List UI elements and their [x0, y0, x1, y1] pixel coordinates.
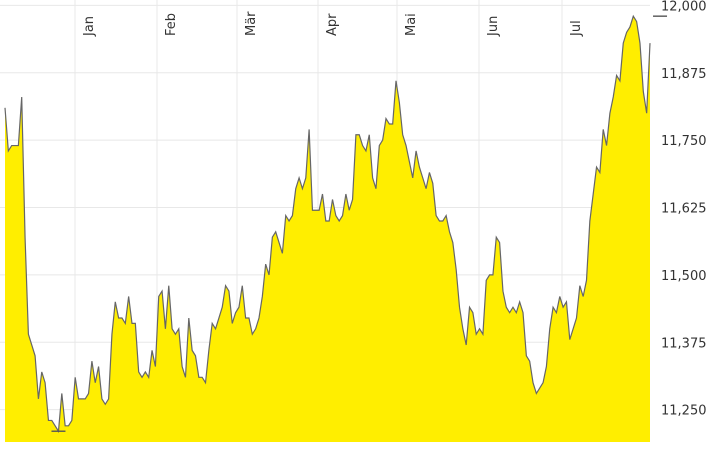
- x-tick-label: Apr: [325, 13, 340, 36]
- x-tick-label: Mär: [244, 11, 259, 36]
- x-tick-label: Jun: [486, 16, 501, 37]
- y-tick-label: 11,500: [661, 269, 707, 284]
- series-line: [4, 14, 651, 434]
- y-tick-label: 12,000: [661, 0, 707, 14]
- x-tick-label: Jan: [82, 16, 97, 37]
- series-area: [5, 16, 650, 442]
- y-tick-label: 11,375: [661, 336, 707, 351]
- y-tick-label: 11,625: [661, 202, 707, 217]
- y-tick-label: 11,875: [661, 67, 707, 82]
- x-tick-label: Jul: [569, 20, 584, 37]
- x-tick-label: Mai: [404, 13, 419, 36]
- y-tick-label: 11,250: [661, 404, 707, 419]
- y-tick-label: 11,750: [661, 134, 707, 149]
- x-tick-label: Feb: [164, 13, 179, 36]
